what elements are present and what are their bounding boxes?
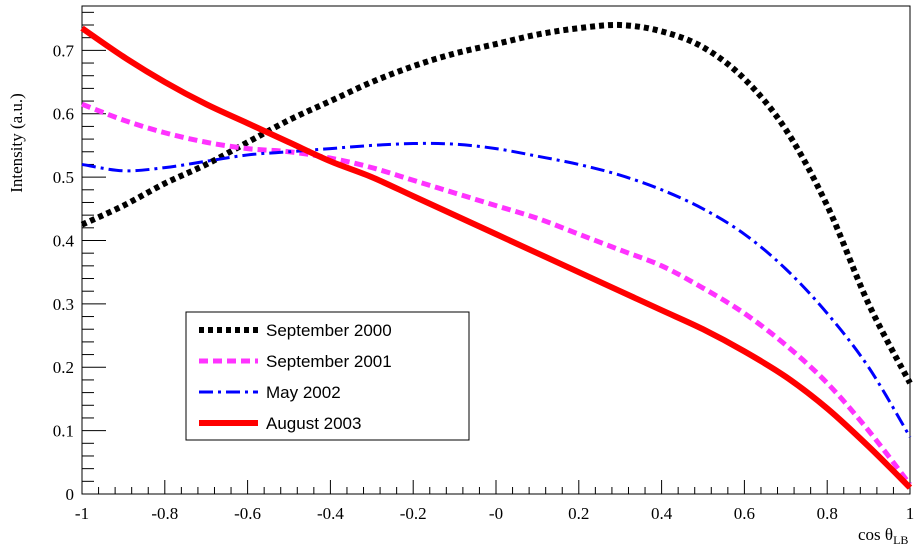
legend-label-september-2000: September 2000: [266, 321, 392, 340]
legend-label-september-2001: September 2001: [266, 352, 392, 371]
y-tick-label: 0.4: [53, 231, 75, 250]
series-line-september-2001: [81, 101, 912, 487]
legend-label-august-2003: August 2003: [266, 414, 361, 433]
series-line-september-2000: [80, 21, 913, 385]
x-axis-title: cos θLB: [858, 525, 908, 547]
x-tick-label: -0.8: [151, 504, 178, 523]
legend: September 2000 September 2001 May 2002 Augu…: [185, 311, 470, 441]
y-tick-label: 0.5: [53, 168, 74, 187]
x-tick-label: 0.8: [817, 504, 838, 523]
x-tick-label: -0.2: [400, 504, 427, 523]
series-line-august-2003: [80, 25, 913, 490]
y-tick-label: 0.6: [53, 105, 74, 124]
legend-items: September 2000 September 2001 May 2002 Augu…: [199, 321, 392, 433]
x-tick-label: -0: [489, 504, 503, 523]
series-layer: [80, 21, 913, 490]
y-tick-label: 0.7: [53, 41, 75, 60]
y-tick-label: 0.2: [53, 358, 74, 377]
legend-box: [185, 311, 470, 441]
x-tick-label: 0.6: [734, 504, 755, 523]
x-tick-label: -0.4: [317, 504, 344, 523]
x-tick-label: 0.4: [651, 504, 673, 523]
x-axis-title-main: cos θ: [858, 525, 893, 544]
x-axis-ticks: -1 -0.8 -0.6 -0.4 -0.2 -0 0.2 0.4 0.6 0.8 1: [75, 480, 914, 523]
x-axis-title-subscript: LB: [893, 533, 908, 547]
y-tick-label: 0: [66, 485, 75, 504]
y-axis-ticks: 0 0.1 0.2 0.3 0.4 0.5 0.6 0.7: [53, 11, 106, 504]
y-axis-title: Intensity (a.u.): [7, 93, 26, 193]
series-line-may-2002: [81, 141, 912, 438]
x-tick-label: 1: [906, 504, 914, 523]
legend-label-may-2002: May 2002: [266, 383, 341, 402]
y-tick-label: 0.3: [53, 295, 74, 314]
x-tick-label: -1: [75, 504, 89, 523]
x-tick-label: 0.2: [568, 504, 589, 523]
x-tick-label: -0.6: [234, 504, 261, 523]
y-tick-label: 0.1: [53, 422, 74, 441]
